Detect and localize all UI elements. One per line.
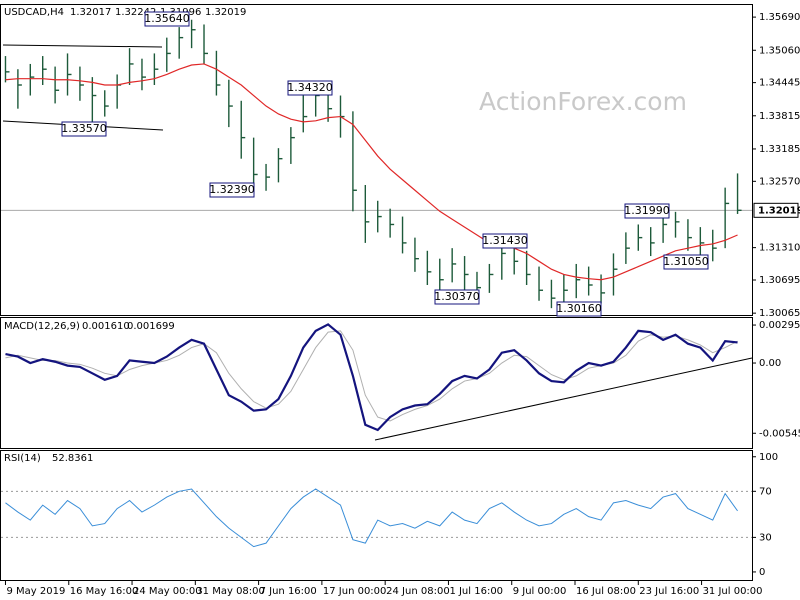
- y-tick-label: 0.00295: [759, 320, 800, 331]
- macd-line: [5, 323, 738, 432]
- y-tick-label: 1.34445: [759, 78, 800, 89]
- y-tick-label: 1.30065: [759, 308, 800, 319]
- header-value: 0.001610: [82, 321, 130, 332]
- price-callout: 1.30160: [556, 302, 602, 315]
- trend-line: [2, 44, 163, 48]
- header-value: 1.32017: [70, 7, 111, 18]
- x-tick-label: 24 Jun 08:00: [386, 586, 450, 597]
- x-tick-label: 9 Jul 00:00: [513, 586, 567, 597]
- x-tick-label: 16 Jul 08:00: [576, 586, 636, 597]
- watermark: ActionForex.com: [479, 87, 687, 116]
- indicator-title: USDCAD,H4: [4, 7, 64, 18]
- header-value: 0.001699: [127, 321, 175, 332]
- x-tick-label: 24 May 00:00: [133, 586, 202, 597]
- y-tick-label: 0.00: [759, 358, 781, 369]
- y-tick-label: 0: [759, 567, 765, 578]
- price-callout-box: [556, 301, 602, 317]
- price-callout: 1.31430: [482, 234, 528, 247]
- moving-average: [5, 63, 738, 281]
- price-callout: 1.32390: [209, 183, 255, 196]
- price-callout-box: [287, 80, 333, 96]
- price-callout-box: [663, 254, 709, 270]
- price-callout-box: [144, 11, 190, 27]
- signal-line: [5, 330, 738, 422]
- indicator-title: MACD(12,26,9): [4, 321, 80, 332]
- price-callout-box: [434, 289, 480, 305]
- price-callout-box: [624, 203, 670, 219]
- price-callout-box: [482, 233, 528, 249]
- price-callout: 1.35640: [144, 12, 190, 25]
- rsi-panel: [0, 450, 753, 581]
- y-tick-label: 1.32570: [759, 176, 800, 187]
- price-panel: [0, 4, 753, 316]
- trend-line: [374, 357, 753, 441]
- header-value: 1.32242: [115, 7, 156, 18]
- price-callout-box: [209, 182, 255, 198]
- x-tick-label: 9 May 2019: [6, 586, 65, 597]
- x-tick-label: 23 Jul 16:00: [639, 586, 699, 597]
- last-price-label: 1.32019: [758, 205, 800, 216]
- price-callout: 1.30370: [434, 290, 480, 303]
- y-tick-label: 1.35690: [759, 12, 800, 23]
- y-tick-label: 1.31310: [759, 243, 800, 254]
- y-tick-label: 1.33815: [759, 111, 800, 122]
- y-tick-label: 1.30695: [759, 275, 800, 286]
- macd-panel: [0, 317, 753, 449]
- x-tick-label: 7 Jun 16:00: [260, 586, 317, 597]
- y-tick-label: 30: [759, 532, 772, 543]
- y-tick-label: -0.005455: [759, 428, 800, 439]
- x-tick-label: 17 Jun 00:00: [323, 586, 387, 597]
- x-tick-label: 16 May 16:00: [70, 586, 139, 597]
- rsi-line: [5, 488, 738, 548]
- x-tick-label: 1 Jul 16:00: [449, 586, 503, 597]
- price-callout: 1.34320: [287, 81, 333, 94]
- indicator-title: RSI(14): [4, 453, 41, 464]
- y-tick-label: 1.35060: [759, 45, 800, 56]
- price-callout: 1.33570: [61, 122, 107, 135]
- x-tick-label: 31 May 08:00: [196, 586, 265, 597]
- header-value: 52.8361: [52, 453, 93, 464]
- price-callout-box: [61, 121, 107, 137]
- y-tick-label: 100: [759, 452, 778, 463]
- price-callout: 1.31990: [624, 204, 670, 217]
- y-tick-label: 1.33185: [759, 144, 800, 155]
- x-tick-label: 31 Jul 00:00: [703, 586, 763, 597]
- header-value: 1.32019: [205, 7, 246, 18]
- y-tick-label: 70: [759, 486, 772, 497]
- last-price-box: [753, 202, 799, 218]
- price-callout: 1.31050: [663, 255, 709, 268]
